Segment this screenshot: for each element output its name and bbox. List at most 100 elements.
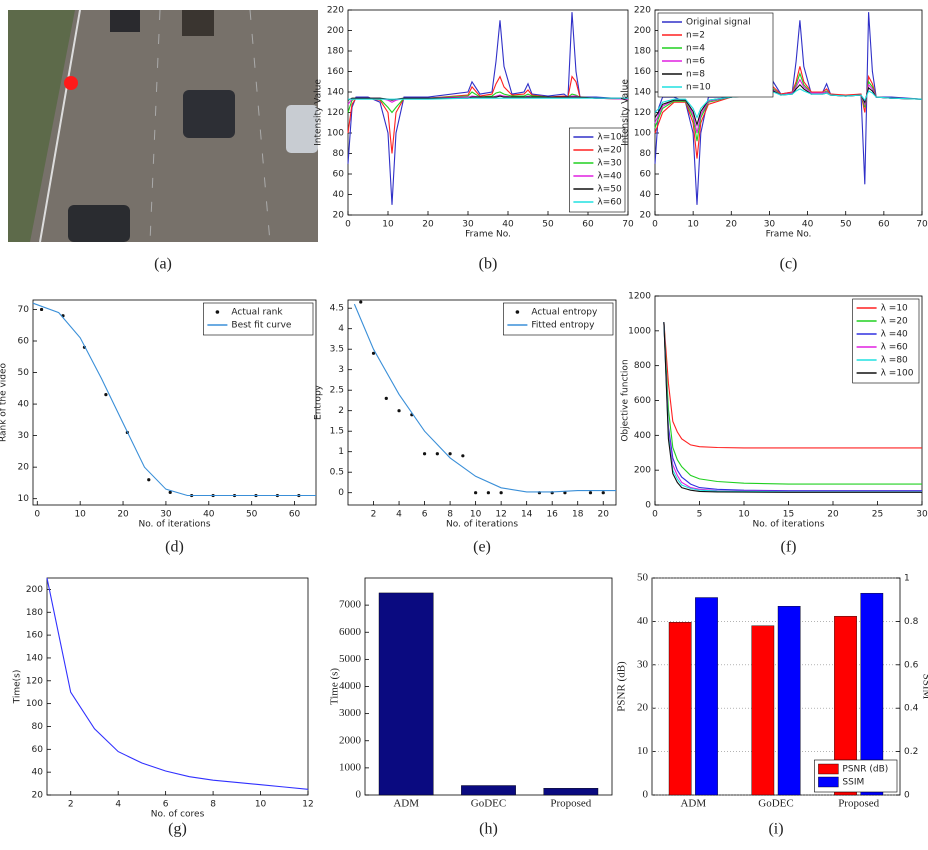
y-tick-label: 7000	[339, 599, 362, 611]
y-tick-label: 40	[18, 400, 30, 410]
y-tick-label: 0.5	[330, 468, 344, 478]
caption: (a)	[154, 256, 172, 273]
y-tick-label: 180	[327, 47, 344, 57]
x-tick-label: 12	[495, 510, 506, 520]
y-tick-label: 0	[338, 488, 344, 498]
x-axis-label: No. of iterations	[752, 520, 824, 530]
legend-label: λ=10	[597, 133, 622, 143]
y-tick-label: 200	[327, 26, 344, 36]
y-tick-label: 160	[327, 67, 344, 77]
y-tick-label: 30	[637, 658, 649, 670]
legend-label: λ=40	[597, 172, 622, 182]
point	[359, 300, 363, 304]
y-tick-label: 140	[634, 88, 651, 98]
y-tick-label: 220	[327, 6, 344, 16]
legend-label: Fitted entropy	[531, 321, 595, 331]
x-tick-label: ADM	[393, 798, 419, 810]
y-tick-label: 4	[338, 324, 344, 334]
legend-label: λ =100	[881, 369, 914, 379]
y-axis-label: Entropy	[314, 384, 324, 420]
x-tick-label: 60	[582, 220, 594, 230]
point	[384, 396, 388, 400]
x-tick-label: 10	[255, 800, 267, 810]
line-series	[663, 322, 922, 493]
bar	[668, 622, 692, 796]
line-series	[663, 322, 922, 492]
legend-label: n=10	[686, 83, 711, 93]
legend-box	[852, 298, 920, 384]
y-tick-label: 5000	[339, 653, 362, 665]
y-tick-label: 40	[333, 190, 345, 200]
x-tick-label: 6	[163, 800, 169, 810]
y-tick-label: 2.5	[330, 386, 344, 396]
y-tick-label: 60	[18, 337, 30, 347]
y-axis-label: Time (s)	[329, 668, 341, 706]
x-tick-label: 20	[422, 220, 434, 230]
x-tick-label: 20	[598, 510, 610, 520]
plot-frame	[46, 577, 309, 796]
legend-label: λ =10	[881, 304, 908, 314]
caption: (f)	[781, 539, 797, 556]
y-tick-label: 1000	[628, 326, 651, 336]
y2-tick-label: 0.4	[904, 704, 919, 714]
x-tick-label: 20	[827, 510, 839, 520]
x-tick-label: GoDEC	[758, 798, 793, 810]
y-tick-label: 220	[634, 6, 651, 16]
y-tick-label: 2	[338, 406, 344, 416]
x-tick-label: Proposed	[550, 798, 591, 810]
y-tick-label: 3.5	[330, 345, 344, 355]
x-axis-label: No. of iterations	[446, 520, 518, 530]
y-tick-label: 4000	[339, 680, 362, 692]
y-tick-label: 120	[327, 108, 344, 118]
point	[147, 478, 151, 482]
legend-label: Original signal	[686, 18, 751, 28]
bar	[461, 785, 516, 796]
y-tick-label: 50	[18, 368, 30, 378]
legend-swatch	[818, 763, 839, 775]
y-tick-label: 200	[26, 585, 43, 595]
y-tick-label: 200	[634, 466, 651, 476]
x-tick-label: Proposed	[838, 798, 879, 810]
y-tick-label: 120	[634, 108, 651, 118]
lane-line	[149, 9, 161, 243]
legend-label: n=4	[686, 44, 705, 54]
legend-label: λ =40	[881, 330, 908, 340]
point	[601, 491, 605, 495]
y-tick-label: 100	[634, 129, 651, 139]
y-tick-label: 20	[640, 211, 652, 221]
point	[397, 409, 401, 413]
legend-swatch	[515, 310, 520, 314]
legend-box	[203, 302, 314, 336]
line-series	[347, 75, 629, 154]
bar	[695, 597, 718, 796]
y-tick-label: 120	[26, 676, 43, 686]
x-tick-label: 0	[34, 510, 40, 520]
caption: (c)	[780, 256, 798, 273]
y-tick-label: 400	[634, 431, 651, 441]
point	[435, 452, 439, 456]
bar	[860, 592, 884, 796]
bar	[751, 625, 775, 796]
y-tick-label: 80	[32, 722, 44, 732]
x-tick-label: 60	[878, 220, 890, 230]
y-tick-label: 140	[327, 88, 344, 98]
x-tick-label: 18	[572, 510, 584, 520]
y-tick-label: 6000	[339, 626, 362, 638]
y-tick-label: 4.5	[330, 304, 344, 314]
legend-label: SSIM	[842, 778, 864, 788]
point	[104, 393, 108, 397]
y-tick-label: 200	[634, 26, 651, 36]
y-tick-label: 40	[640, 190, 652, 200]
x-tick-label: 30	[462, 220, 474, 230]
y-tick-label: 40	[32, 768, 44, 778]
line-series	[347, 91, 629, 114]
x-tick-label: 30	[160, 510, 172, 520]
y-tick-label: 600	[634, 396, 651, 406]
legend-label: n=2	[686, 31, 705, 41]
y-tick-label: 3000	[339, 707, 362, 719]
y-axis-label: Intensity Value	[621, 79, 631, 146]
x-tick-label: 10	[382, 220, 394, 230]
x-tick-label: GoDEC	[471, 798, 506, 810]
x-tick-label: 10	[738, 510, 750, 520]
car	[68, 205, 130, 242]
